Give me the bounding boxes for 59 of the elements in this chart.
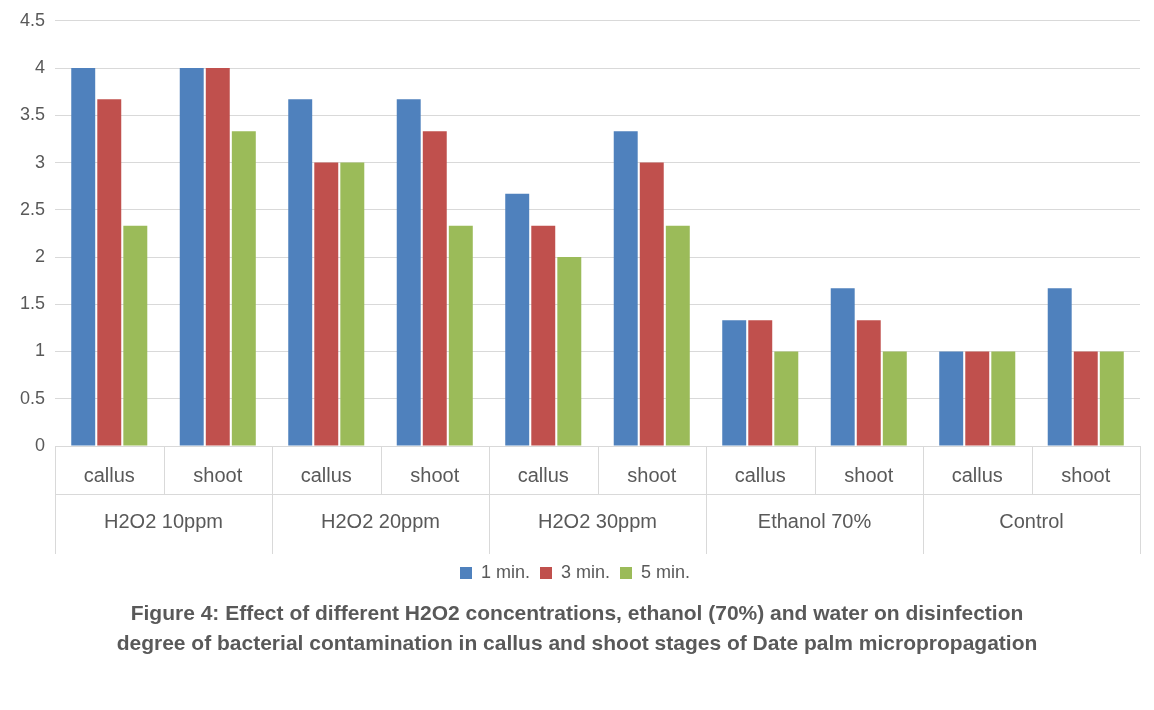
y-tick-label: 0: [35, 434, 46, 455]
text: Ethanol 70%: [757, 509, 872, 532]
bar: [97, 99, 122, 446]
x-tick-label: callus: [734, 463, 786, 486]
x-tick-label: callus: [517, 463, 569, 486]
bar: [991, 351, 1016, 446]
bar: [613, 131, 638, 446]
x-tick-label: shoot: [627, 463, 677, 486]
bar: [505, 193, 530, 446]
bar: [179, 68, 204, 446]
legend-label: 3 min.: [560, 561, 611, 582]
y-tick-label: 2: [35, 245, 46, 266]
bar: [639, 162, 664, 446]
x-tick-label: callus: [300, 463, 352, 486]
bar: [71, 68, 96, 446]
bar: [774, 351, 799, 446]
x-tick-label: shoot: [193, 463, 243, 486]
bar: [123, 225, 148, 446]
bar: [205, 68, 230, 446]
bar: [939, 351, 964, 446]
y-tick-label: 3.5: [19, 104, 46, 125]
text: Control: [999, 509, 1064, 532]
text: H2O2 30ppm: [538, 509, 657, 532]
bar: [422, 131, 447, 446]
bar: [1073, 351, 1098, 446]
y-tick-label: 4: [35, 57, 46, 78]
bar: [340, 162, 365, 446]
y-tick-label: 2.5: [19, 198, 46, 219]
x-tick-label: shoot: [1061, 463, 1111, 486]
bar: [231, 131, 256, 446]
text: Figure 4: Effect of different H2O2 concentrations, ethanol (70%) and water on disinfection degree of bacterial contamination in callus and shoot stages of Date palm micropropagation: [115, 600, 1039, 656]
bar: [314, 162, 339, 446]
bar: [448, 225, 473, 446]
y-tick-label: 1: [35, 340, 46, 361]
text: H2O2 10ppm: [104, 509, 223, 532]
bar: [748, 320, 773, 446]
bar: [965, 351, 990, 446]
legend-label: 5 min.: [641, 561, 691, 582]
y-tick-label: 0.5: [19, 387, 46, 408]
bar: [288, 99, 313, 446]
x-tick-label: callus: [951, 463, 1003, 486]
bar: [1047, 288, 1072, 446]
legend-label: 1 min.: [480, 561, 531, 582]
x-tick-label: shoot: [844, 463, 894, 486]
bar: [396, 99, 421, 446]
bar: [722, 320, 747, 446]
y-tick-label: 4.5: [19, 9, 46, 30]
bar: [557, 257, 582, 446]
bar: [531, 225, 556, 446]
x-tick-label: callus: [83, 463, 135, 486]
x-tick-label: shoot: [410, 463, 460, 486]
y-tick-label: 1.5: [19, 293, 46, 314]
bar: [856, 320, 881, 446]
bar: [1099, 351, 1124, 446]
bar: [665, 225, 690, 446]
text: H2O2 20ppm: [321, 509, 440, 532]
bar: [830, 288, 855, 446]
y-tick-label: 3: [35, 151, 46, 172]
bar: [882, 351, 907, 446]
